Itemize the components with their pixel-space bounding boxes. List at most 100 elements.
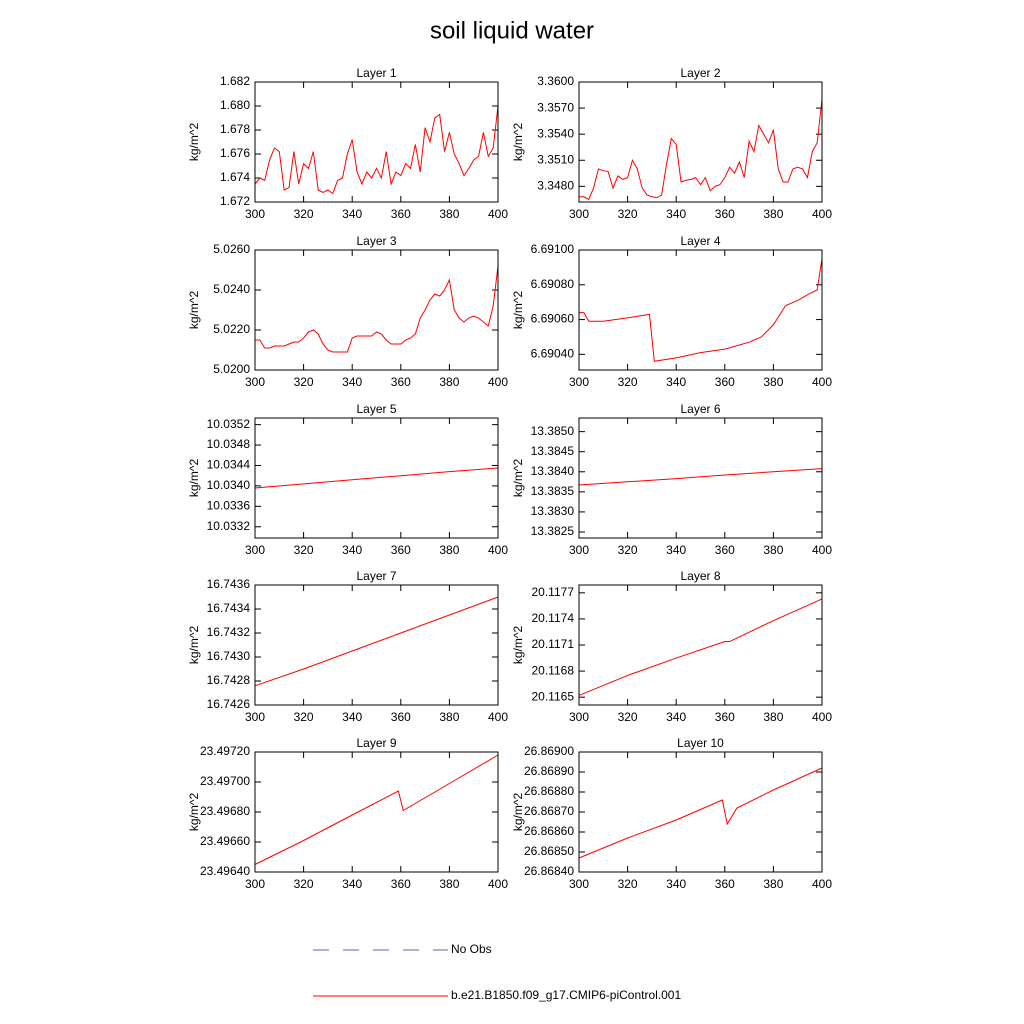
x-tick-label: 360 xyxy=(715,543,735,557)
data-line xyxy=(579,258,823,362)
panel-title: Layer 9 xyxy=(356,736,396,750)
y-tick-label: 16.7428 xyxy=(207,673,251,687)
y-tick-label: 20.1177 xyxy=(532,585,575,599)
panel-title: Layer 7 xyxy=(356,569,396,583)
y-tick-label: 6.69040 xyxy=(531,347,575,361)
y-tick-label: 23.49660 xyxy=(200,834,250,848)
x-tick-label: 380 xyxy=(439,710,459,724)
y-tick-label: 16.7434 xyxy=(207,601,251,615)
x-tick-label: 320 xyxy=(294,375,314,389)
y-tick-label: 10.0340 xyxy=(207,478,251,492)
x-tick-label: 320 xyxy=(294,207,314,221)
y-tick-label: 16.7426 xyxy=(207,697,251,711)
data-line xyxy=(579,99,823,201)
x-tick-label: 360 xyxy=(391,710,411,724)
x-tick-label: 300 xyxy=(569,543,589,557)
y-tick-label: 26.86880 xyxy=(524,784,574,798)
x-tick-label: 360 xyxy=(391,877,411,891)
x-tick-label: 340 xyxy=(342,207,362,221)
x-tick-label: 360 xyxy=(715,375,735,389)
x-tick-label: 320 xyxy=(618,543,638,557)
x-tick-label: 380 xyxy=(763,375,783,389)
y-tick-label: 16.7430 xyxy=(207,649,251,663)
x-tick-label: 380 xyxy=(763,710,783,724)
y-tick-label: 1.682 xyxy=(220,74,250,88)
data-line xyxy=(255,265,499,353)
legend-label: No Obs xyxy=(451,942,492,956)
y-tick-label: 20.1174 xyxy=(532,611,575,625)
x-tick-label: 340 xyxy=(666,710,686,724)
figure-title: soil liquid water xyxy=(430,17,594,44)
y-axis-label: kg/m^2 xyxy=(187,291,201,330)
data-line xyxy=(578,767,823,859)
y-axis-label: kg/m^2 xyxy=(511,626,525,665)
x-tick-label: 360 xyxy=(715,877,735,891)
y-tick-label: 13.3850 xyxy=(531,424,575,438)
y-tick-label: 16.7432 xyxy=(207,625,251,639)
x-tick-label: 400 xyxy=(488,375,508,389)
y-tick-label: 23.49700 xyxy=(200,774,250,788)
x-tick-label: 380 xyxy=(439,877,459,891)
x-tick-label: 320 xyxy=(294,877,314,891)
y-tick-label: 13.3835 xyxy=(531,484,575,498)
x-tick-label: 380 xyxy=(763,877,783,891)
x-tick-label: 340 xyxy=(666,207,686,221)
plot-frame xyxy=(578,584,823,706)
y-tick-label: 1.678 xyxy=(220,122,250,136)
y-tick-label: 3.3570 xyxy=(537,100,574,114)
x-tick-label: 300 xyxy=(569,710,589,724)
data-line xyxy=(578,598,823,696)
data-line xyxy=(254,596,499,687)
y-tick-label: 1.674 xyxy=(220,170,250,184)
data-line xyxy=(578,468,823,486)
y-tick-label: 5.0220 xyxy=(213,322,250,336)
y-tick-label: 10.0344 xyxy=(207,458,251,472)
plot-frame xyxy=(578,417,823,539)
x-tick-label: 340 xyxy=(666,375,686,389)
y-tick-label: 3.3540 xyxy=(537,126,574,140)
y-tick-label: 6.69060 xyxy=(531,312,575,326)
x-tick-label: 340 xyxy=(342,710,362,724)
panel-title: Layer 4 xyxy=(680,234,720,248)
legend-label: b.e21.B1850.f09_g17.CMIP6-piControl.001 xyxy=(451,988,681,1002)
x-tick-label: 400 xyxy=(488,710,508,724)
y-tick-label: 6.69100 xyxy=(531,242,575,256)
x-tick-label: 360 xyxy=(715,710,735,724)
y-tick-label: 5.0240 xyxy=(213,282,250,296)
panel-title: Layer 8 xyxy=(680,569,720,583)
y-tick-label: 10.0352 xyxy=(207,417,251,431)
plot-frame xyxy=(578,249,823,371)
y-axis-label: kg/m^2 xyxy=(187,626,201,665)
x-tick-label: 400 xyxy=(488,543,508,557)
y-axis-label: kg/m^2 xyxy=(511,793,525,832)
panel-title: Layer 3 xyxy=(356,234,396,248)
x-tick-label: 320 xyxy=(618,207,638,221)
y-axis-label: kg/m^2 xyxy=(511,123,525,162)
x-tick-label: 320 xyxy=(618,375,638,389)
y-tick-label: 20.1171 xyxy=(532,637,575,651)
y-tick-label: 13.3840 xyxy=(531,464,575,478)
x-tick-label: 320 xyxy=(618,877,638,891)
x-tick-label: 400 xyxy=(812,710,832,724)
x-tick-label: 380 xyxy=(763,543,783,557)
x-tick-label: 300 xyxy=(245,207,265,221)
y-tick-label: 23.49720 xyxy=(200,744,250,758)
x-tick-label: 400 xyxy=(812,375,832,389)
x-tick-label: 340 xyxy=(666,877,686,891)
x-tick-label: 400 xyxy=(812,877,832,891)
y-tick-label: 3.3600 xyxy=(537,74,574,88)
y-tick-label: 13.3830 xyxy=(531,504,575,518)
y-tick-label: 5.0200 xyxy=(213,362,250,376)
plot-frame xyxy=(254,751,499,873)
x-tick-label: 320 xyxy=(294,543,314,557)
y-tick-label: 20.1168 xyxy=(532,663,575,677)
x-tick-label: 400 xyxy=(488,877,508,891)
y-tick-label: 23.49680 xyxy=(200,804,250,818)
panel-title: Layer 1 xyxy=(356,66,396,80)
y-tick-label: 10.0348 xyxy=(207,437,251,451)
x-tick-label: 400 xyxy=(812,207,832,221)
y-tick-label: 26.86850 xyxy=(524,844,574,858)
panel-title: Layer 10 xyxy=(677,736,724,750)
plot-frame xyxy=(254,417,499,539)
y-tick-label: 1.680 xyxy=(220,98,250,112)
